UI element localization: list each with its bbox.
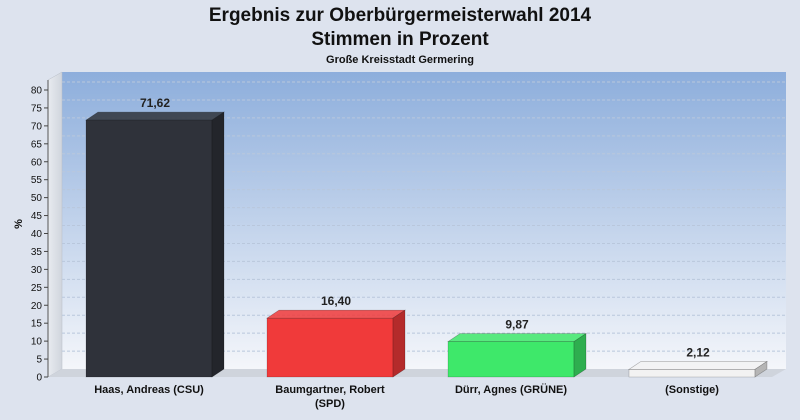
x-axis-labels: Haas, Andreas (CSU) Baumgartner, Robert (S…	[94, 383, 719, 410]
y-tick-label: 55	[31, 175, 43, 186]
x-tick-label: Haas, Andreas (CSU)	[94, 384, 204, 396]
bar: 71,62	[85, 96, 225, 378]
y-tick-label: 0	[36, 373, 42, 384]
bar-top	[447, 333, 587, 342]
back-wall	[62, 72, 786, 369]
bar-side-shade	[212, 112, 224, 378]
y-tick-label: 15	[31, 319, 43, 330]
y-tick-label: 50	[31, 193, 43, 204]
floor	[48, 369, 786, 377]
data-label: 16,40	[321, 294, 351, 308]
y-tick-label: 20	[31, 301, 43, 312]
chart-caption: Große Kreisstadt Germering	[326, 54, 474, 66]
y-tick-label: 65	[31, 139, 43, 150]
y-tick-label: 60	[31, 157, 43, 168]
bar-side	[211, 111, 225, 378]
bar-side	[573, 333, 587, 378]
x-tick-label: Baumgartner, Robert (SPD)	[275, 384, 385, 410]
y-tick-label: 25	[31, 283, 43, 294]
side-wall	[47, 71, 63, 378]
bar-side	[392, 309, 406, 378]
y-axis-label: %	[13, 219, 25, 229]
bar: 9,87	[447, 318, 587, 378]
y-axis: 0 5 10 15 20 25 30 35 40 45 50 55 60 65 70 75 80	[31, 80, 49, 384]
chart-subtitle: Stimmen in Prozent	[311, 29, 489, 50]
bar-front	[447, 341, 575, 378]
bar-side-shade	[574, 333, 586, 377]
bar-top	[85, 111, 225, 121]
y-tick-label: 40	[31, 229, 43, 240]
bar-top	[628, 361, 768, 370]
y-tick-label: 45	[31, 211, 43, 222]
data-label: 2,12	[686, 345, 710, 359]
y-tick-label: 30	[31, 265, 43, 276]
x-tick-label: Dürr, Agnes (GRÜNE)	[455, 383, 567, 396]
bar-side-shade	[393, 310, 405, 377]
data-label: 71,62	[140, 96, 170, 110]
bar-front	[266, 317, 394, 378]
y-tick-label: 10	[31, 337, 43, 348]
data-label: 9,87	[505, 318, 529, 332]
bar-side-shade	[755, 361, 767, 377]
bar: 16,40	[266, 294, 406, 378]
bar: 2,12	[628, 345, 768, 378]
y-tick-label: 35	[31, 247, 43, 258]
bar-front	[628, 369, 756, 378]
x-tick-label: (Sonstige)	[665, 384, 719, 396]
y-tick-label: 80	[31, 86, 43, 97]
y-tick-label: 5	[36, 355, 42, 366]
bar-front	[85, 119, 213, 378]
bars: 71,62 16,40 9,87 2,12	[85, 96, 768, 378]
bar-top	[266, 309, 406, 319]
chart-title: Ergebnis zur Oberbürgermeisterwahl 2014	[208, 5, 592, 26]
y-tick-label: 70	[31, 121, 43, 132]
bar-side	[754, 360, 768, 378]
plot-background	[47, 71, 786, 378]
y-tick-label: 75	[31, 103, 43, 114]
